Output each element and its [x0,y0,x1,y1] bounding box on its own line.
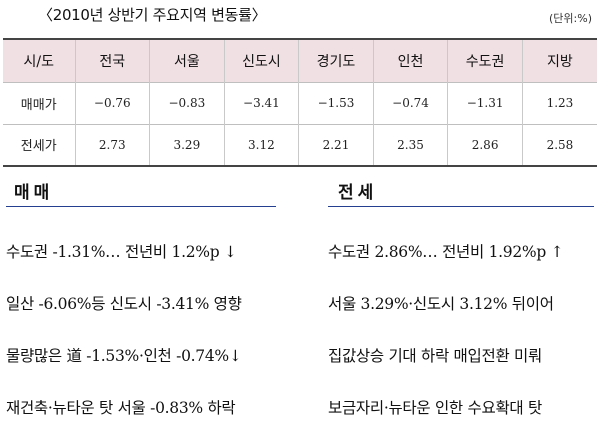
header-cell: 경기도 [298,38,374,82]
lease-divider [328,206,594,207]
table-cell: 2.21 [298,124,374,166]
table-row: 전세가 2.73 3.29 3.12 2.21 2.35 2.86 2.58 [3,124,597,166]
table-cell: −1.31 [447,82,523,124]
table-cell: −3.41 [224,82,300,124]
sale-divider [6,206,276,207]
table-cell: 1.23 [546,96,574,110]
lease-item: 수도권 2.86%… 전년비 1.92%p ↑ [328,243,564,261]
header-cell: 수도권 [447,38,523,82]
lease-heading: 전세 [338,183,378,203]
sale-item: 일산 -6.06%등 신도시 -3.41% 영향 [6,295,242,313]
table-cell: 3.12 [224,124,300,166]
sale-heading: 매매 [14,183,54,203]
page-title: 〈2010년 상반기 주요지역 변동률〉 [38,6,267,24]
table-cell: −0.76 [75,82,151,124]
table-cell: −0.83 [149,82,225,124]
table-cell: 2.86 [447,124,523,166]
table-cell: −1.53 [298,82,374,124]
header-cell: 서울 [149,38,225,82]
table-row: 매매가 −0.76 −0.83 −3.41 −1.53 −0.74 −1.31 … [3,82,597,124]
sale-item: 물량많은 道 -1.53%·인천 -0.74%↓ [6,347,242,365]
table-cell: 2.35 [373,124,449,166]
header-cell: 지방 [522,38,597,82]
rates-table: 시/도 전국 서울 신도시 경기도 인천 수도권 지방 매매가 −0.76 −0… [3,38,597,167]
row-label: 전세가 [3,124,76,166]
table-cell: −0.74 [373,82,449,124]
sale-item: 재건축·뉴타운 탓 서울 -0.83% 하락 [6,399,236,417]
unit-label: (단위:%) [549,12,592,25]
table-cell: 3.29 [149,124,225,166]
header-cell: 인천 [373,38,449,82]
row-label: 매매가 [3,82,76,124]
header-cell: 시/도 [3,38,76,82]
header-cell: 신도시 [224,38,300,82]
lease-item: 서울 3.29%·신도시 3.12% 뒤이어 [328,295,554,313]
lease-item: 보금자리·뉴타운 인한 수요확대 탓 [328,399,542,417]
header-cell: 전국 [75,38,151,82]
lease-item: 집값상승 기대 하락 매입전환 미뤄 [328,347,542,365]
table-header-row: 시/도 전국 서울 신도시 경기도 인천 수도권 지방 [3,38,597,82]
table-cell: 2.58 [546,137,574,152]
table-cell: 2.73 [75,124,151,166]
sale-item: 수도권 -1.31%… 전년비 1.2%p ↓ [6,243,237,261]
